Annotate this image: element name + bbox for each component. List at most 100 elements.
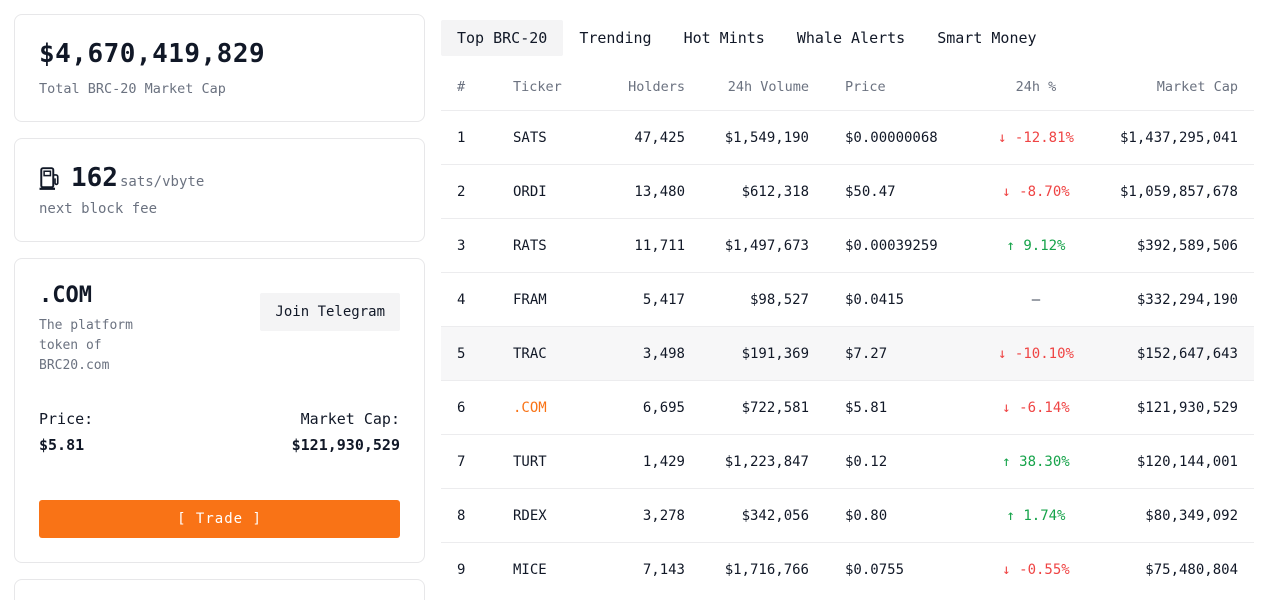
cell-rank: 3 [457, 237, 466, 254]
price-value: $5.81 [39, 436, 85, 455]
cell-volume: $1,223,847 [724, 453, 809, 470]
col-holders: Holders [628, 79, 685, 95]
cell-change: ↑ 38.30% [1002, 453, 1070, 470]
cell-change: ↓ -12.81% [998, 129, 1074, 146]
token-title: .COM [39, 283, 92, 308]
cell-market-cap: $120,144,001 [1136, 453, 1238, 470]
cell-ticker: RDEX [513, 507, 547, 524]
col-rank: # [457, 79, 466, 95]
cell-ticker: TURT [513, 453, 547, 470]
tab-whale-alerts[interactable]: Whale Alerts [781, 20, 921, 56]
col-volume: 24h Volume [727, 79, 809, 95]
table-row[interactable]: 3 RATS 11,711 $1,497,673 $0.00039259 ↑ 9… [441, 218, 1254, 272]
cell-volume: $1,549,190 [724, 129, 809, 146]
cell-holders: 3,498 [642, 345, 685, 362]
table-row[interactable]: 1 SATS 47,425 $1,549,190 $0.00000068 ↓ -… [441, 110, 1254, 164]
cell-volume: $612,318 [741, 183, 809, 200]
cell-market-cap: $75,480,804 [1145, 561, 1238, 578]
cell-market-cap: $152,647,643 [1136, 345, 1238, 362]
cell-volume: $1,497,673 [724, 237, 809, 254]
cell-change: – [1031, 291, 1041, 308]
table-body: 1 SATS 47,425 $1,549,190 $0.00000068 ↓ -… [441, 110, 1254, 596]
total-market-cap-label: Total BRC-20 Market Cap [39, 81, 226, 97]
table-row[interactable]: 8 RDEX 3,278 $342,056 $0.80 ↑ 1.74% $80,… [441, 488, 1254, 542]
cell-volume: $722,581 [741, 399, 809, 416]
cell-volume: $342,056 [741, 507, 809, 524]
cell-ticker: ORDI [513, 183, 547, 200]
col-price: Price [845, 79, 886, 95]
cell-holders: 13,480 [634, 183, 685, 200]
cell-ticker: RATS [513, 237, 547, 254]
network-fee-card: 162 sats/vbyte next block fee [14, 138, 425, 242]
cell-rank: 2 [457, 183, 466, 200]
cell-change: ↓ -8.70% [1002, 183, 1070, 200]
cell-rank: 9 [457, 561, 466, 578]
cell-holders: 47,425 [634, 129, 685, 146]
platform-token-card: .COM The platform token of BRC20.com Joi… [14, 258, 425, 564]
tab-top-brc-20[interactable]: Top BRC-20 [441, 20, 564, 56]
col-ticker: Ticker [513, 79, 562, 95]
cell-ticker: .COM [513, 399, 547, 416]
tab-label: Whale Alerts [796, 29, 906, 47]
tab-label: Top BRC-20 [457, 29, 548, 47]
cell-change: ↓ -6.14% [1002, 399, 1070, 416]
cell-price: $0.00039259 [845, 237, 938, 254]
fee-rate-unit: sats/vbyte [119, 174, 205, 190]
table-row[interactable]: 7 TURT 1,429 $1,223,847 $0.12 ↑ 38.30% $… [441, 434, 1254, 488]
market-cap-label: Market Cap: [300, 410, 400, 429]
cell-volume: $1,716,766 [724, 561, 809, 578]
cell-change: ↑ 9.12% [1006, 237, 1066, 254]
table-row[interactable]: 6 .COM 6,695 $722,581 $5.81 ↓ -6.14% $12… [441, 380, 1254, 434]
cell-volume: $98,527 [749, 291, 809, 308]
table-row[interactable]: 2 ORDI 13,480 $612,318 $50.47 ↓ -8.70% $… [441, 164, 1254, 218]
tab-smart-money[interactable]: Smart Money [921, 20, 1052, 56]
cell-market-cap: $392,589,506 [1136, 237, 1238, 254]
cell-price: $0.0415 [845, 291, 905, 308]
cell-market-cap: $1,059,857,678 [1119, 183, 1238, 200]
table-header: # Ticker Holders 24h Volume Price 24h % … [441, 64, 1254, 110]
tab-label: Trending [579, 29, 652, 47]
join-telegram-button[interactable]: Join Telegram [260, 293, 400, 331]
cell-holders: 3,278 [642, 507, 685, 524]
next-card-partial [14, 579, 425, 600]
total-market-cap-card: $4,670,419,829 Total BRC-20 Market Cap [14, 14, 425, 122]
cell-market-cap: $332,294,190 [1136, 291, 1238, 308]
tab-hot-mints[interactable]: Hot Mints [668, 20, 781, 56]
cell-price: $0.0755 [845, 561, 905, 578]
gas-pump-icon [39, 166, 61, 190]
cell-change: ↓ -0.55% [1002, 561, 1070, 578]
cell-holders: 1,429 [642, 453, 685, 470]
cell-market-cap: $1,437,295,041 [1119, 129, 1238, 146]
cell-market-cap: $121,930,529 [1136, 399, 1238, 416]
fee-card-label: next block fee [39, 201, 158, 217]
market-cap-value: $121,930,529 [291, 436, 400, 455]
cell-price: $7.27 [845, 345, 888, 362]
table-row[interactable]: 5 TRAC 3,498 $191,369 $7.27 ↓ -10.10% $1… [441, 326, 1254, 380]
cell-holders: 5,417 [642, 291, 685, 308]
fee-rate-value: 162 [71, 163, 118, 193]
cell-holders: 6,695 [642, 399, 685, 416]
tab-trending[interactable]: Trending [563, 20, 667, 56]
cell-rank: 4 [457, 291, 466, 308]
trade-button[interactable]: [ Trade ] [39, 500, 400, 539]
cell-holders: 11,711 [634, 237, 685, 254]
sidebar: $4,670,419,829 Total BRC-20 Market Cap 1… [14, 14, 425, 600]
col-market-cap: Market Cap [1156, 79, 1238, 95]
cell-change: ↑ 1.74% [1006, 507, 1066, 524]
total-market-cap-value: $4,670,419,829 [39, 39, 266, 69]
cell-price: $50.47 [845, 183, 896, 200]
table-row[interactable]: 4 FRAM 5,417 $98,527 $0.0415 – $332,294,… [441, 272, 1254, 326]
cell-market-cap: $80,349,092 [1145, 507, 1238, 524]
main-panel: Top BRC-20 Trending Hot Mints Whale Aler… [441, 14, 1254, 586]
cell-price: $5.81 [845, 399, 888, 416]
cell-rank: 5 [457, 345, 466, 362]
cell-rank: 6 [457, 399, 466, 416]
cell-price: $0.80 [845, 507, 888, 524]
table-row[interactable]: 9 MICE 7,143 $1,716,766 $0.0755 ↓ -0.55%… [441, 542, 1254, 596]
tab-label: Hot Mints [683, 29, 765, 47]
cell-holders: 7,143 [642, 561, 685, 578]
cell-ticker: SATS [513, 129, 547, 146]
cell-ticker: MICE [513, 561, 547, 578]
tab-bar: Top BRC-20 Trending Hot Mints Whale Aler… [441, 20, 1254, 56]
price-label: Price: [39, 410, 94, 429]
